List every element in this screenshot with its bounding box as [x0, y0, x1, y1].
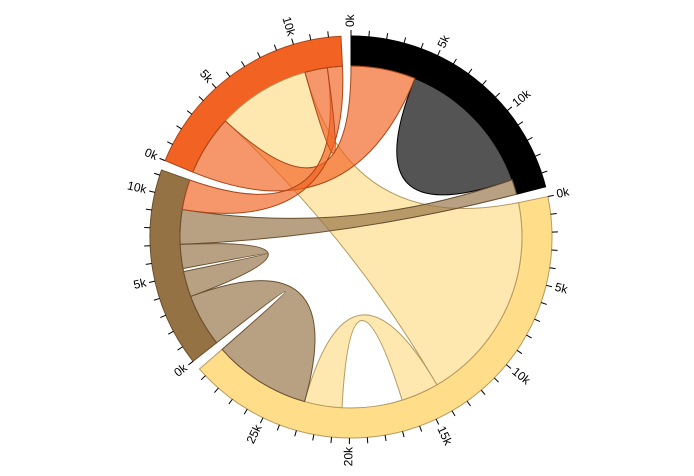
tick-mark — [466, 400, 471, 407]
tick-mark — [467, 68, 473, 75]
tick-label-black-0: 0k — [343, 13, 357, 27]
tick-mark — [480, 389, 486, 396]
tick-mark — [534, 318, 541, 323]
tick-mark — [176, 125, 182, 130]
tick-label-orange-0: 0k — [143, 145, 161, 163]
tick-mark — [228, 398, 233, 405]
tick-mark — [526, 334, 532, 339]
tick-mark — [167, 141, 173, 145]
tick-mark — [419, 425, 423, 432]
tick-mark — [241, 61, 246, 67]
tick-mark — [534, 153, 541, 157]
tick-mark — [386, 33, 389, 40]
tick-mark — [420, 42, 424, 49]
tick-label-brown-0: 0k — [171, 360, 190, 379]
tick-mark — [186, 110, 193, 115]
tick-mark — [482, 80, 487, 86]
tick-label-yellow-0: 0k — [555, 184, 571, 200]
tick-mark — [145, 263, 152, 265]
tick-label-brown-10: 10k — [126, 178, 149, 196]
tick-mark — [167, 330, 174, 335]
tick-mark — [198, 96, 204, 101]
tick-label-black-5: 5k — [434, 32, 453, 50]
tick-mark — [259, 417, 264, 424]
tick-mark — [540, 301, 547, 305]
tick-label-yellow-15: 15k — [434, 424, 455, 448]
tick-mark — [384, 435, 387, 442]
tick-label-yellow-5: 5k — [553, 280, 570, 297]
tick-mark — [291, 38, 294, 45]
tick-mark — [549, 267, 556, 270]
tick-mark — [294, 430, 297, 437]
tick-mark — [257, 52, 261, 58]
tick-mark — [177, 346, 183, 351]
tick-label-yellow-20: 20k — [341, 446, 355, 466]
tick-mark — [403, 37, 407, 44]
tick-mark — [273, 44, 277, 51]
flow-yellow-brown[interactable] — [190, 280, 316, 403]
flow-yellow-self[interactable] — [303, 314, 438, 409]
tick-mark — [153, 172, 160, 176]
tick-mark — [545, 284, 553, 288]
tick-mark — [312, 434, 315, 441]
tick-mark — [435, 418, 440, 425]
tick-mark — [211, 83, 217, 89]
tick-mark — [225, 71, 231, 77]
tick-label-yellow-25: 25k — [243, 421, 265, 445]
tick-mark — [517, 121, 524, 126]
tick-mark — [243, 408, 248, 415]
tick-mark — [309, 34, 312, 41]
tick-mark — [200, 375, 206, 381]
tick-mark — [506, 106, 513, 111]
tick-mark — [541, 170, 548, 174]
tick-mark — [276, 424, 280, 431]
tick-mark — [160, 314, 167, 318]
flow-orange-self[interactable] — [304, 67, 336, 154]
tick-label-brown-5: 5k — [132, 275, 148, 292]
tick-mark — [368, 30, 370, 37]
tick-mark — [452, 58, 457, 65]
tick-mark — [495, 92, 501, 98]
tick-mark — [437, 49, 441, 56]
flow-brown-self[interactable] — [179, 243, 269, 298]
tick-mark — [505, 364, 512, 369]
tick-label-orange-5: 5k — [197, 67, 217, 87]
tick-mark — [148, 280, 156, 283]
tick-label-black-10: 10k — [509, 86, 534, 110]
tick-mark — [145, 208, 152, 211]
tick-label-orange-10: 10k — [279, 15, 298, 38]
tick-mark — [451, 410, 456, 417]
chords — [179, 65, 523, 409]
tick-mark — [214, 387, 219, 393]
tick-mark — [330, 437, 333, 444]
tick-mark — [153, 297, 160, 301]
tick-mark — [327, 31, 329, 38]
tick-mark — [159, 157, 166, 162]
tick-mark — [516, 349, 523, 355]
tick-mark — [149, 190, 156, 193]
tick-mark — [188, 360, 194, 366]
tick-mark — [402, 431, 405, 438]
tick-mark — [493, 377, 499, 383]
tick-mark — [526, 136, 533, 141]
tick-mark — [547, 194, 554, 198]
tick-mark — [550, 213, 557, 215]
tick-label-yellow-10: 10k — [509, 364, 534, 388]
